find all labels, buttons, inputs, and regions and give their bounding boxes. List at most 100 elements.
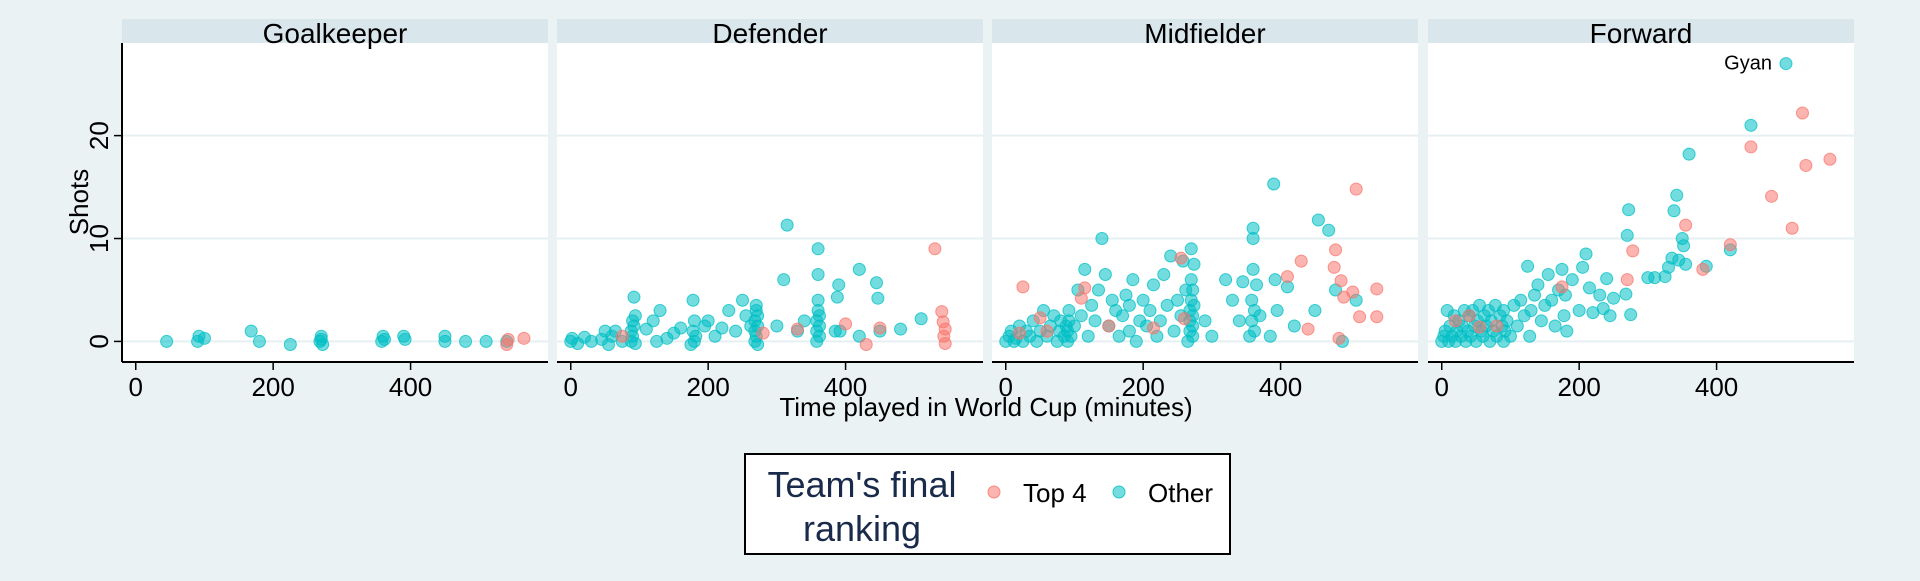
- data-point: [1548, 319, 1562, 333]
- data-point: [751, 338, 765, 352]
- data-point: [646, 314, 660, 328]
- data-point: [1765, 189, 1779, 203]
- data-point: [1557, 309, 1571, 323]
- data-point: [1503, 329, 1517, 343]
- data-point: [1232, 314, 1246, 328]
- data-point: [1236, 275, 1250, 289]
- x-tick-label: 200: [1557, 372, 1600, 402]
- data-point: [736, 293, 750, 307]
- data-point: [1112, 329, 1126, 343]
- data-point: [377, 332, 391, 346]
- data-point: [873, 321, 887, 335]
- data-point: [1177, 312, 1191, 326]
- data-point: [1622, 203, 1636, 217]
- data-point: [938, 336, 952, 350]
- data-point: [1603, 309, 1617, 323]
- data-point: [1799, 158, 1813, 172]
- data-point: [674, 321, 688, 335]
- data-point: [1582, 281, 1596, 295]
- data-point: [1187, 298, 1201, 312]
- data-point: [1136, 293, 1150, 307]
- data-point: [914, 312, 928, 326]
- data-point: [749, 298, 763, 312]
- data-point: [1129, 334, 1143, 348]
- data-point: [722, 304, 736, 318]
- y-tick-label: 0: [84, 334, 114, 348]
- facet-strip-goalkeeper: [122, 19, 548, 43]
- data-point: [1263, 329, 1277, 343]
- data-point: [1332, 331, 1346, 345]
- data-point: [1078, 262, 1092, 276]
- data-point: [1067, 319, 1081, 333]
- data-point: [1270, 304, 1284, 318]
- data-point: [1187, 257, 1201, 271]
- data-point: [1524, 304, 1538, 318]
- data-point: [1620, 273, 1634, 287]
- data-point: [639, 322, 653, 336]
- data-point: [1744, 118, 1758, 132]
- data-point: [687, 314, 701, 328]
- data-point: [1171, 293, 1185, 307]
- data-point: [715, 321, 729, 335]
- data-point: [1624, 308, 1638, 322]
- data-point: [1311, 213, 1325, 227]
- data-point: [701, 314, 715, 328]
- y-axis-label: Shots: [64, 169, 94, 236]
- data-point: [628, 309, 642, 323]
- facet-title-midfielder: Midfielder: [1144, 18, 1265, 49]
- data-point: [1565, 273, 1579, 287]
- data-point: [1531, 278, 1545, 292]
- data-point: [687, 334, 701, 348]
- data-point: [1322, 223, 1336, 237]
- data-point: [1174, 251, 1188, 265]
- legend: Team's final ranking Top 4 Other: [744, 453, 1231, 555]
- data-point: [1327, 260, 1341, 274]
- legend-label-top4: Top 4: [1023, 478, 1087, 508]
- data-point: [1576, 260, 1590, 274]
- data-point: [830, 290, 844, 304]
- data-point: [1779, 57, 1793, 71]
- data-point: [1579, 247, 1593, 261]
- plot-area-defender: [557, 43, 983, 362]
- data-point: [459, 334, 473, 348]
- data-point: [1670, 188, 1684, 202]
- data-point: [1308, 304, 1322, 318]
- data-point: [501, 332, 515, 346]
- data-point: [859, 338, 873, 352]
- data-point: [1823, 152, 1837, 166]
- data-point: [708, 329, 722, 343]
- x-tick-label: 0: [999, 372, 1013, 402]
- data-point: [398, 332, 412, 346]
- data-point: [1081, 329, 1095, 343]
- data-point: [1462, 309, 1476, 323]
- data-point: [1353, 310, 1367, 324]
- facet-title-forward: Forward: [1590, 18, 1693, 49]
- data-point: [1088, 314, 1102, 328]
- x-tick-label: 0: [564, 372, 578, 402]
- data-point: [1250, 278, 1264, 292]
- data-point: [1744, 140, 1758, 154]
- data-point: [1116, 309, 1130, 323]
- data-point: [1225, 293, 1239, 307]
- data-point: [1473, 320, 1487, 334]
- data-point: [1092, 283, 1105, 297]
- data-point: [686, 293, 700, 307]
- data-point: [1346, 285, 1360, 299]
- panel-defender: Defender 0 200 400: [557, 18, 983, 402]
- data-point: [1074, 309, 1088, 323]
- data-point: [653, 304, 667, 318]
- data-point: [1143, 304, 1157, 318]
- x-tick-label: 200: [686, 372, 729, 402]
- data-point: [627, 290, 641, 304]
- panel-midfielder: Midfielder 0 200 400: [992, 18, 1418, 402]
- data-point: [314, 332, 328, 346]
- data-point: [1541, 268, 1555, 282]
- y-tick-label: 20: [84, 121, 114, 150]
- data-point: [832, 278, 846, 292]
- x-tick-label: 400: [824, 372, 867, 402]
- data-point: [628, 336, 642, 350]
- data-point: [1682, 147, 1696, 161]
- x-tick-label: 400: [1695, 372, 1738, 402]
